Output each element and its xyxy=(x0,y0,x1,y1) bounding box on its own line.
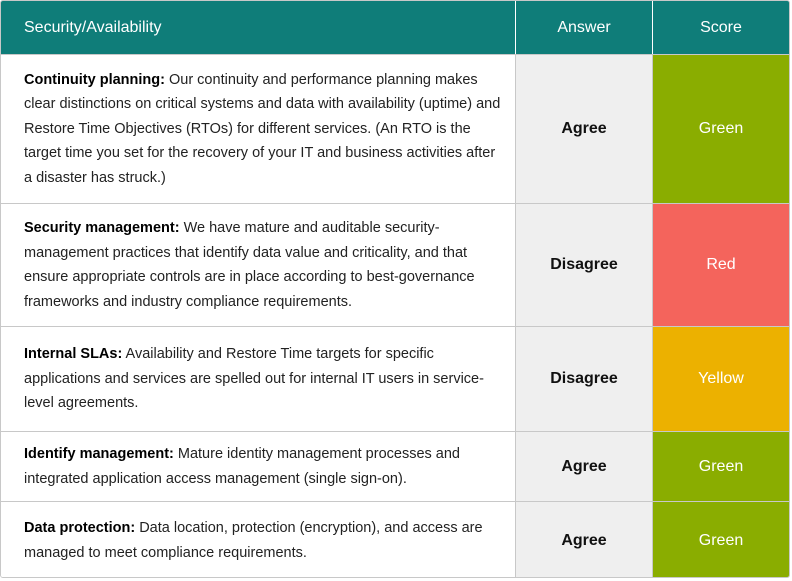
table-row: Data protection: Data location, protecti… xyxy=(1,501,789,577)
term: Identify management: xyxy=(24,446,174,462)
header-text: Score xyxy=(700,18,742,36)
description-text: Availability and Restore Time targets fo… xyxy=(24,346,484,412)
header-text: Answer xyxy=(557,18,611,36)
answer-cell: Agree xyxy=(515,55,652,203)
description-text: Data location, protection (encryption), … xyxy=(24,520,483,561)
description: Continuity planning: Our continuity and … xyxy=(24,68,505,191)
answer-cell: Disagree xyxy=(515,327,652,431)
description-cell: Internal SLAs: Availability and Restore … xyxy=(1,327,515,431)
term: Data protection: xyxy=(24,520,136,536)
term: Continuity planning: xyxy=(24,71,165,88)
score: Yellow xyxy=(698,370,744,387)
score: Green xyxy=(698,120,744,137)
header-cell: Answer xyxy=(515,1,652,54)
header-cell: Score xyxy=(652,1,789,54)
description: Identify management: Mature identity man… xyxy=(24,442,505,491)
answer: Disagree xyxy=(550,256,618,273)
answer: Disagree xyxy=(550,370,618,387)
score: Green xyxy=(698,531,744,549)
table-row: Security management: We have mature and … xyxy=(1,203,789,326)
answer-cell: Disagree xyxy=(515,204,652,326)
term: Internal SLAs: xyxy=(24,346,123,363)
answer: Agree xyxy=(561,120,607,137)
header-text: Security/Availability xyxy=(24,18,162,36)
description: Data protection: Data location, protecti… xyxy=(24,516,505,565)
description: Security management: We have mature and … xyxy=(24,216,505,314)
description-text: We have mature and auditable security-ma… xyxy=(24,220,475,310)
score: Green xyxy=(698,457,744,475)
score: Red xyxy=(706,256,736,273)
answer: Agree xyxy=(561,531,607,549)
header-row: Security/Availability Answer Score xyxy=(1,1,789,54)
description-cell: Continuity planning: Our continuity and … xyxy=(1,55,515,203)
description-cell: Security management: We have mature and … xyxy=(1,204,515,326)
table-row: Continuity planning: Our continuity and … xyxy=(1,54,789,203)
score-cell: Green xyxy=(652,432,789,501)
score-cell: Green xyxy=(652,502,789,577)
table-row: Identify management: Mature identity man… xyxy=(1,431,789,501)
score-cell: Green xyxy=(652,55,789,203)
description-text: Mature identity management processes and… xyxy=(24,446,460,487)
score-cell: Red xyxy=(652,204,789,326)
description-cell: Identify management: Mature identity man… xyxy=(1,432,515,501)
answer: Agree xyxy=(561,457,607,475)
score-cell: Yellow xyxy=(652,327,789,431)
header-cell: Security/Availability xyxy=(1,1,515,54)
answer-cell: Agree xyxy=(515,432,652,501)
answer-cell: Agree xyxy=(515,502,652,577)
description-text: Our continuity and performance planning … xyxy=(24,71,501,186)
table-row: Internal SLAs: Availability and Restore … xyxy=(1,326,789,431)
description-cell: Data protection: Data location, protecti… xyxy=(1,502,515,577)
term: Security management: xyxy=(24,220,180,236)
description: Internal SLAs: Availability and Restore … xyxy=(24,342,505,416)
